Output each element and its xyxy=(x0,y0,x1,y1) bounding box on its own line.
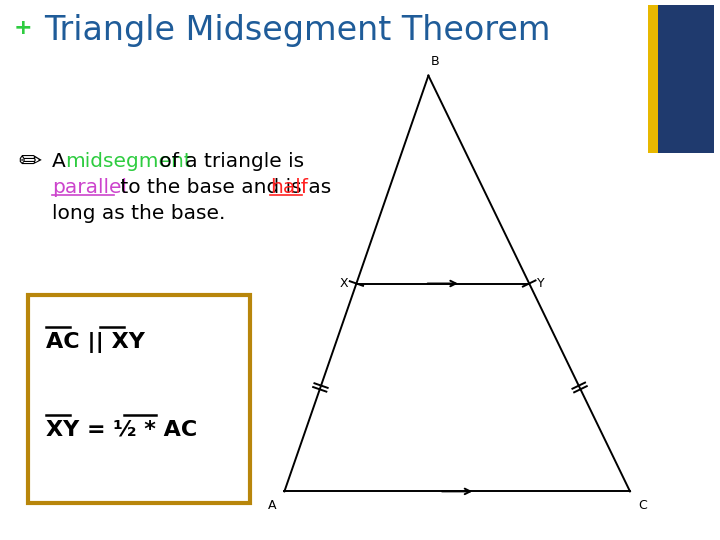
Text: X: X xyxy=(340,277,348,290)
Bar xyxy=(658,5,714,153)
Text: as: as xyxy=(302,178,331,197)
Text: long as the base.: long as the base. xyxy=(52,204,225,223)
Text: B: B xyxy=(431,55,439,68)
Text: midsegment: midsegment xyxy=(65,152,192,171)
Text: Y: Y xyxy=(537,277,545,290)
Text: XY = ½ * AC: XY = ½ * AC xyxy=(46,420,197,440)
Text: Triangle Midsegment Theorem: Triangle Midsegment Theorem xyxy=(44,14,551,47)
Text: A: A xyxy=(268,500,276,512)
Text: A: A xyxy=(52,152,72,171)
Text: +: + xyxy=(14,18,32,38)
Text: ✏: ✏ xyxy=(18,148,41,176)
Text: parallel: parallel xyxy=(52,178,127,197)
Text: to the base and is: to the base and is xyxy=(114,178,308,197)
Text: of a triangle is: of a triangle is xyxy=(153,152,304,171)
Bar xyxy=(648,5,658,153)
Text: half: half xyxy=(270,178,308,197)
Text: C: C xyxy=(638,500,647,512)
Text: AC || XY: AC || XY xyxy=(46,332,145,353)
Bar xyxy=(28,295,250,503)
